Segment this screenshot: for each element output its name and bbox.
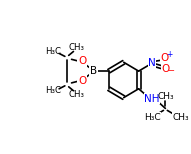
Text: O: O bbox=[160, 53, 169, 63]
Text: N: N bbox=[148, 58, 156, 68]
Text: CH₃: CH₃ bbox=[157, 92, 174, 101]
Text: H₃C: H₃C bbox=[45, 86, 61, 95]
Text: CH₃: CH₃ bbox=[68, 90, 84, 99]
Text: CH₃: CH₃ bbox=[68, 43, 84, 52]
Text: H₃C: H₃C bbox=[144, 113, 160, 122]
Text: CH₃: CH₃ bbox=[172, 113, 189, 122]
Text: O: O bbox=[78, 76, 86, 86]
Text: −: − bbox=[168, 66, 175, 75]
Text: O: O bbox=[78, 56, 86, 66]
Text: +: + bbox=[167, 50, 173, 59]
Text: O: O bbox=[161, 64, 170, 74]
Text: H₃C: H₃C bbox=[45, 47, 61, 56]
Text: B: B bbox=[90, 66, 97, 76]
Text: NH: NH bbox=[144, 94, 160, 104]
